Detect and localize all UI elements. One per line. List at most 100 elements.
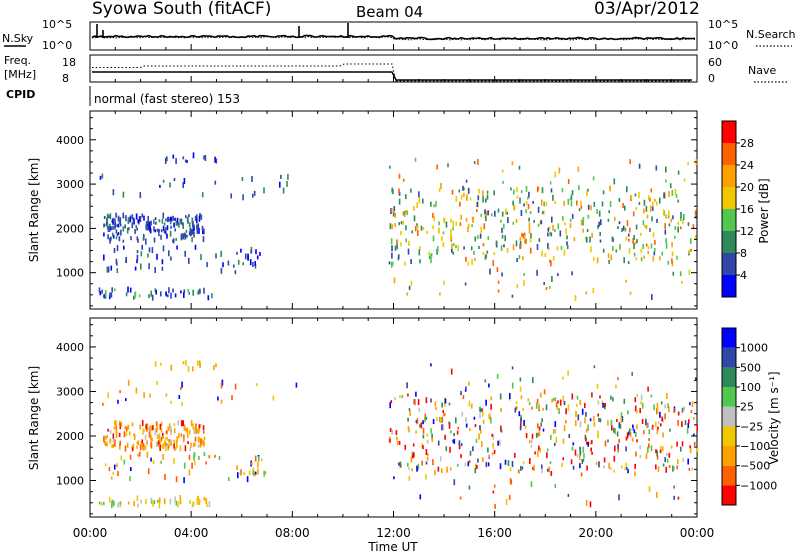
power-point	[420, 225, 423, 231]
velocity-point	[555, 436, 558, 443]
power-point	[552, 255, 555, 261]
power-point	[554, 201, 556, 204]
power-colorbar-label: Power [dB]	[757, 178, 771, 243]
power-point	[182, 233, 185, 240]
velocity-point	[584, 403, 586, 408]
power-colorbar-tick-label: 8	[740, 247, 747, 260]
velocity-point	[109, 429, 112, 434]
power-point	[154, 288, 156, 292]
velocity-point	[425, 416, 428, 420]
power-point	[129, 215, 132, 219]
velocity-point	[592, 416, 595, 421]
power-point	[536, 244, 539, 250]
velocity-point	[520, 414, 522, 418]
velocity-point	[504, 459, 507, 465]
power-point	[198, 215, 201, 222]
velocity-colorbar-tick-label: 500	[740, 361, 761, 374]
power-point	[114, 218, 116, 224]
velocity-point	[612, 397, 614, 402]
power-point	[202, 231, 204, 234]
power-point	[478, 188, 480, 194]
power-point	[633, 235, 635, 240]
power-point	[132, 217, 135, 222]
power-point	[154, 229, 157, 233]
velocity-point	[183, 424, 186, 431]
velocity-point	[538, 404, 540, 411]
velocity-point	[206, 503, 208, 507]
velocity-point	[461, 411, 464, 417]
power-point	[165, 291, 167, 297]
velocity-point	[535, 432, 538, 438]
power-point	[443, 280, 445, 285]
power-point	[122, 191, 125, 198]
power-point	[158, 229, 160, 233]
power-point	[192, 152, 195, 159]
power-point	[518, 165, 521, 170]
velocity-colorbar-tick-label: 100	[740, 381, 761, 394]
power-point	[389, 165, 391, 169]
power-point	[129, 287, 132, 293]
velocity-point	[127, 379, 130, 386]
power-point	[489, 268, 491, 275]
velocity-point	[189, 429, 191, 435]
velocity-point	[618, 422, 621, 429]
power-point	[540, 220, 543, 225]
power-point	[665, 179, 667, 183]
velocity-point	[401, 395, 404, 399]
velocity-point	[589, 501, 592, 508]
power-point	[173, 217, 176, 221]
power-point	[458, 189, 461, 193]
power-point	[578, 208, 581, 212]
power-point	[414, 157, 417, 162]
power-point	[151, 247, 154, 254]
velocity-point	[602, 402, 604, 408]
velocity-point	[192, 501, 195, 507]
velocity-point	[538, 430, 541, 437]
power-point	[665, 214, 667, 219]
velocity-point	[554, 421, 557, 428]
power-point	[491, 213, 493, 217]
power-point	[556, 246, 559, 251]
power-point	[587, 214, 590, 219]
velocity-point	[118, 433, 121, 437]
power-point	[287, 173, 289, 180]
velocity-point	[177, 501, 179, 508]
power-point	[207, 295, 210, 301]
velocity-point	[547, 468, 549, 472]
power-point	[628, 247, 631, 254]
velocity-point	[528, 402, 531, 406]
velocity-point	[213, 365, 215, 371]
power-point	[145, 224, 147, 229]
power-point	[148, 294, 150, 299]
power-point	[135, 225, 137, 228]
power-point	[184, 159, 187, 163]
velocity-point	[179, 500, 182, 505]
velocity-point	[677, 496, 680, 500]
velocity-point	[110, 476, 113, 480]
power-point	[580, 205, 583, 209]
power-point	[136, 259, 138, 264]
power-point	[622, 203, 624, 208]
power-point	[172, 215, 174, 221]
power-point	[480, 213, 482, 217]
power-point	[465, 179, 468, 183]
power-point	[451, 243, 453, 249]
power-point	[391, 261, 394, 266]
power-point	[680, 212, 682, 218]
power-point	[394, 212, 397, 218]
velocity-point	[106, 434, 109, 438]
velocity-point	[621, 465, 623, 469]
velocity-point	[691, 401, 694, 408]
power-point	[159, 184, 161, 188]
velocity-point	[255, 383, 258, 387]
velocity-point	[584, 417, 586, 424]
velocity-point	[119, 390, 121, 394]
power-point	[172, 239, 174, 243]
power-point	[558, 167, 561, 174]
power-point	[585, 291, 587, 295]
velocity-point	[419, 424, 421, 428]
power-point	[428, 251, 430, 255]
velocity-point	[643, 430, 645, 435]
velocity-point	[220, 382, 223, 389]
power-point	[671, 189, 674, 196]
